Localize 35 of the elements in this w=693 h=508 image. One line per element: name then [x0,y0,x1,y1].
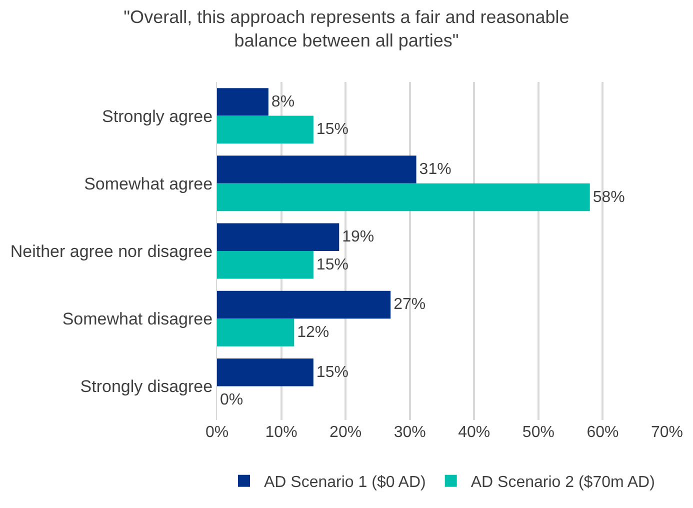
data-label: 15% [316,121,348,138]
data-label: 19% [342,228,374,246]
x-tick-label: 10% [265,424,298,441]
data-label: 15% [316,256,348,274]
x-tick-label: 70% [650,424,684,441]
data-label: 8% [271,93,295,110]
x-tick-label: 50% [522,424,554,441]
data-label: 12% [297,324,330,341]
y-tick-label: Neither agree nor disagree [10,242,213,261]
bar [217,251,314,279]
data-label: 27% [394,296,426,314]
bar [217,88,268,116]
chart-title: "Overall, this approach represents a fair and reasonable balance between all parties" [124,6,570,50]
bar [217,318,294,346]
bar [217,183,590,212]
y-tick-label: Somewhat disagree [62,310,213,329]
legend-label: AD Scenario 2 ($70m AD) [470,474,655,492]
data-label: 31% [419,161,452,178]
data-label: 58% [592,188,625,206]
bar [217,358,314,386]
x-tick-label: 30% [394,424,426,441]
data-label: 15% [316,364,348,381]
legend-label: AD Scenario 1 ($0 AD) [264,474,426,492]
bar [217,290,391,319]
x-tick-label: 20% [330,424,362,441]
bar [217,156,416,184]
bar [217,223,340,251]
bar [217,116,314,144]
y-tick-label: Somewhat agree [84,174,213,194]
x-tick-label: 0% [205,424,229,441]
y-tick-label: Strongly agree [102,106,213,126]
y-tick-label: Strongly disagree [80,377,213,396]
data-label: 0% [220,392,244,409]
x-tick-label: 60% [586,424,619,441]
x-tick-label: 40% [458,424,490,441]
